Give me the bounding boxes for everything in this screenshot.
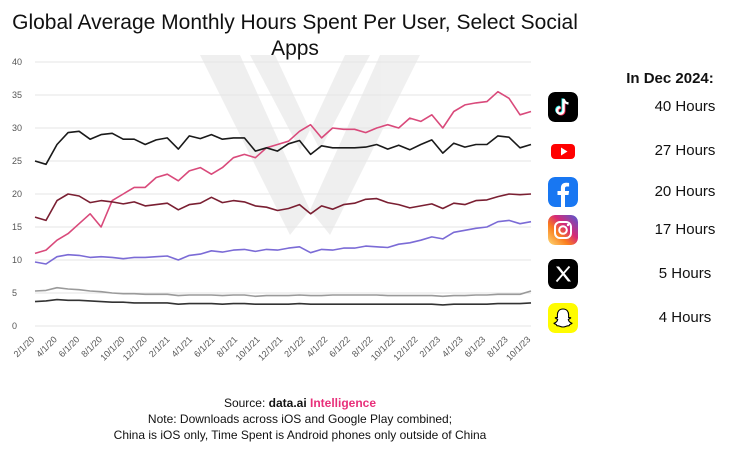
instagram-icon [548,215,578,245]
x-icon [548,259,578,289]
youtube-hours: 27 Hours [654,142,716,159]
watermark-logo [200,55,420,235]
x-tick-label: 2/1/21 [147,334,172,359]
y-tick-label: 15 [12,222,22,232]
x-tick-label: 4/1/23 [440,334,465,359]
note-line-2: China is iOS only, Time Spent is Android… [113,428,487,442]
snapchat-hours: 4 Hours [658,309,712,326]
x-tick-label: 6/1/20 [57,334,82,359]
series-line-facebook [34,193,532,222]
x-hours: 5 Hours [658,265,712,282]
youtube-icon [551,144,575,159]
y-tick-label: 35 [12,90,22,100]
app-row-facebook: 20 Hours [548,177,740,207]
y-axis: 0 5 10 15 20 25 30 35 40 [12,57,22,331]
x-tick-label: 4/1/22 [305,334,330,359]
y-tick-label: 0 [12,321,17,331]
y-tick-label: 10 [12,255,22,265]
side-panel-heading: In Dec 2024: [626,70,714,87]
series-lines [34,90,532,306]
x-tick-label: 6/1/22 [327,334,352,359]
series-line-x [34,286,532,298]
app-row-youtube: 27 Hours [548,136,740,166]
tiktok-hours: 40 Hours [654,98,716,115]
x-tick-label: 2/1/23 [417,334,442,359]
y-tick-label: 25 [12,156,22,166]
x-axis: 2/1/204/1/206/1/208/1/2010/1/2012/1/202/… [12,334,533,362]
x-tick-label: 12/1/20 [121,334,149,362]
app-row-instagram: 17 Hours [548,215,740,245]
series-line-youtube [34,130,532,166]
x-tick-label: 6/1/21 [192,334,217,359]
y-tick-label: 40 [12,57,22,67]
y-tick-label: 30 [12,123,22,133]
tiktok-icon [548,92,578,122]
source-brand: data.ai [268,396,307,410]
x-tick-label: 4/1/21 [169,334,194,359]
x-tick-label: 4/1/20 [34,334,59,359]
line-chart: 0 5 10 15 20 25 30 35 40 2/1/204/1/206/1/208/1/2… [12,55,533,363]
chart-title: Global Average Monthly Hours Spent Per U… [12,11,578,60]
source-prefix: Source: [223,396,269,410]
series-line-instagram [34,219,532,265]
app-row-tiktok: 40 Hours [548,92,740,122]
note-line-1: Note: Downloads across iOS and Google Pl… [147,412,453,426]
chart-footer: Source: data.ai Intelligence Note: Downl… [60,395,540,443]
y-tick-label: 20 [12,189,22,199]
y-tick-label: 5 [12,288,17,298]
x-tick-label: 6/1/23 [463,334,488,359]
app-row-x: 5 Hours [548,259,740,289]
snapchat-icon [548,303,578,333]
source-accent: Intelligence [310,396,377,410]
series-line-tiktok [34,90,532,255]
x-tick-label: 12/1/21 [256,334,284,362]
x-tick-label: 12/1/22 [391,334,419,362]
facebook-hours: 20 Hours [654,183,716,200]
x-tick-label: 2/1/22 [282,334,307,359]
series-line-snapchat [34,298,532,306]
source-line: Source: data.ai Intelligence [60,395,540,411]
x-tick-label: 2/1/20 [12,334,37,359]
grid-lines [35,61,531,327]
instagram-hours: 17 Hours [654,221,716,238]
facebook-icon [548,177,578,207]
app-row-snapchat: 4 Hours [548,303,740,333]
x-tick-label: 10/1/23 [504,334,532,362]
